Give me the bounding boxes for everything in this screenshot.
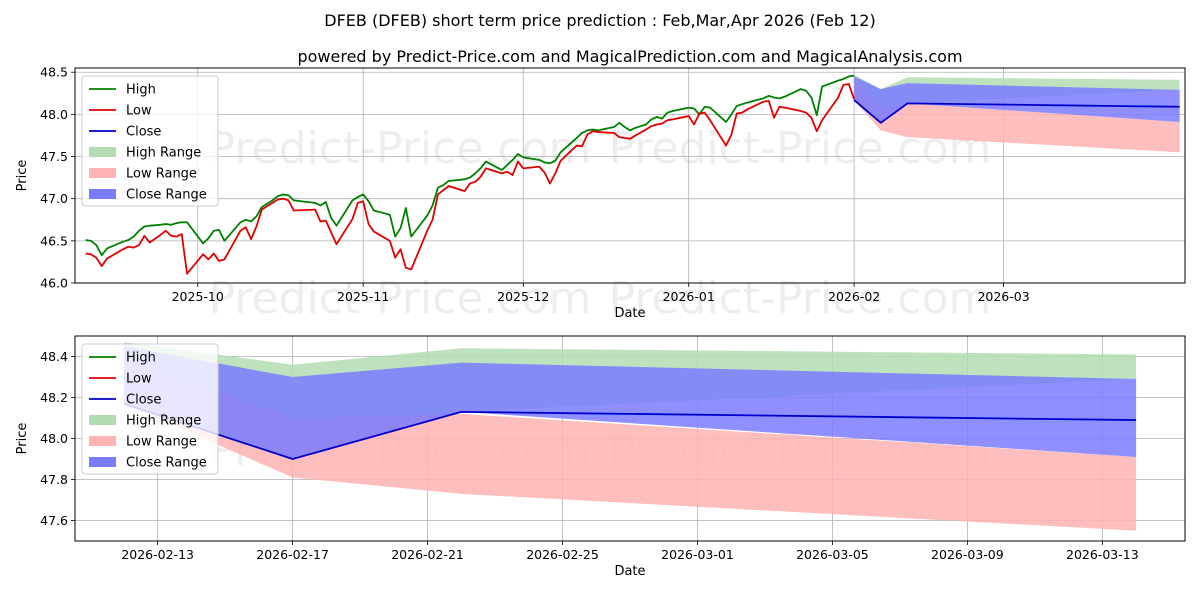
x-tick-label: 2025-11 bbox=[337, 289, 389, 304]
low-range-band bbox=[123, 356, 1137, 531]
close-range-band bbox=[854, 76, 1180, 123]
forecast-zoom-chart: 2026-02-13 2026-02-17 2026-02-21 2026-02-25… bbox=[15, 335, 1186, 579]
y-tick-label: 47.5 bbox=[40, 149, 68, 164]
y-tick-label: 47.6 bbox=[40, 513, 68, 528]
y-tick-label: 47.8 bbox=[40, 472, 68, 487]
x-tick-label: 2026-01 bbox=[663, 289, 715, 304]
x-tick-label: 2026-02-21 bbox=[391, 547, 464, 562]
x-tick-label: 2026-02-13 bbox=[121, 547, 194, 562]
x-tick-label: 2026-02-25 bbox=[526, 547, 599, 562]
legend-swatch-patch bbox=[89, 168, 116, 178]
watermark-text: Predict-Price.com bbox=[209, 123, 592, 174]
x-axis-label: Date bbox=[614, 564, 645, 579]
legend-entry-label: High bbox=[126, 83, 156, 98]
low-range-band bbox=[854, 80, 1180, 153]
close-forecast-line bbox=[853, 99, 1180, 124]
chart-subtitle: powered by Predict-Price.com and Magical… bbox=[297, 47, 962, 66]
y-tick-label: 48.5 bbox=[40, 65, 68, 80]
legend-swatch-patch bbox=[89, 189, 116, 199]
x-tick-label: 2026-03 bbox=[977, 289, 1029, 304]
main-price-chart: 2025-10 2025-11 2025-12 2026-01 2026-02 2026-… bbox=[15, 65, 1186, 321]
legend-entry-label: High bbox=[126, 351, 156, 366]
legend-entry-label: Low bbox=[126, 104, 152, 119]
legend-entry-label: Close Range bbox=[126, 456, 207, 471]
x-tick-label: 2026-03-13 bbox=[1066, 547, 1139, 562]
low-price-line bbox=[85, 83, 855, 275]
x-tick-label: 2026-03-05 bbox=[796, 547, 869, 562]
x-tick-label: 2026-03-09 bbox=[931, 547, 1004, 562]
legend-entry-label: Low Range bbox=[126, 167, 197, 182]
y-tick-label: 46.0 bbox=[40, 276, 68, 291]
plot-frame bbox=[74, 335, 1186, 542]
y-axis-label: Price bbox=[15, 423, 30, 455]
chart-title: DFEB (DFEB) short term price prediction … bbox=[324, 11, 875, 30]
legend-entry-label: Close bbox=[126, 393, 161, 408]
y-tick-label: 48.0 bbox=[40, 431, 68, 446]
legend-swatch-patch bbox=[89, 147, 116, 157]
y-axis-label: Price bbox=[15, 160, 30, 192]
y-tick-label: 48.0 bbox=[40, 107, 68, 122]
x-tick-label: 2026-02 bbox=[828, 289, 880, 304]
watermark-text: Predict-Price.com bbox=[209, 273, 592, 324]
legend-entry-label: Low Range bbox=[126, 435, 197, 450]
watermark-text: Predict-Price.com bbox=[609, 273, 992, 324]
legend-entry-label: High Range bbox=[126, 414, 201, 429]
x-axis-label: Date bbox=[614, 306, 645, 321]
x-tick-label: 2026-02-17 bbox=[256, 547, 329, 562]
y-tick-label: 48.4 bbox=[40, 349, 68, 364]
legend: High Low Close High Range Low Range Close Ran… bbox=[81, 75, 219, 207]
legend-entry-label: Low bbox=[126, 372, 152, 387]
y-tick-label: 47.0 bbox=[40, 191, 68, 206]
close-range-band bbox=[123, 346, 1137, 459]
x-tick-label: 2026-03-01 bbox=[661, 547, 734, 562]
legend-entry-label: Close Range bbox=[126, 188, 207, 203]
x-tick-label: 2025-10 bbox=[172, 289, 224, 304]
legend-swatch-patch bbox=[89, 436, 116, 446]
legend-swatch-patch bbox=[89, 457, 116, 467]
x-tick-label: 2025-12 bbox=[497, 289, 549, 304]
high-price-line bbox=[85, 74, 855, 257]
y-tick-label: 46.5 bbox=[40, 233, 68, 248]
legend-entry-label: High Range bbox=[126, 146, 201, 161]
plot-frame bbox=[74, 67, 1186, 284]
y-tick-label: 48.2 bbox=[40, 390, 68, 405]
legend: High Low Close High Range Low Range Close Ran… bbox=[81, 343, 219, 475]
legend-entry-label: Close bbox=[126, 125, 161, 140]
legend-swatch-patch bbox=[89, 415, 116, 425]
